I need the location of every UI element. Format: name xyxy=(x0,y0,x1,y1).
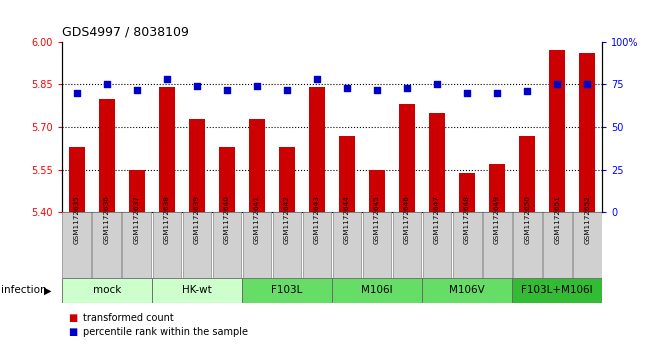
Text: GSM1172643: GSM1172643 xyxy=(314,195,320,244)
Bar xyxy=(573,212,602,278)
Text: GSM1172636: GSM1172636 xyxy=(104,195,110,244)
Bar xyxy=(452,212,482,278)
Point xyxy=(432,81,442,87)
Bar xyxy=(489,164,505,363)
Bar xyxy=(368,170,385,363)
Text: GSM1172647: GSM1172647 xyxy=(434,195,440,244)
Text: GSM1172650: GSM1172650 xyxy=(524,195,530,244)
Point xyxy=(462,90,473,96)
Text: GDS4997 / 8038109: GDS4997 / 8038109 xyxy=(62,25,189,38)
Text: M106I: M106I xyxy=(361,285,393,295)
Point xyxy=(402,85,412,91)
Bar xyxy=(422,278,512,303)
Bar xyxy=(543,212,572,278)
Text: GSM1172651: GSM1172651 xyxy=(554,195,560,244)
Point xyxy=(222,87,232,93)
Bar xyxy=(243,212,271,278)
Bar xyxy=(549,50,566,363)
Bar xyxy=(339,135,355,363)
Bar xyxy=(62,278,152,303)
Bar xyxy=(242,278,332,303)
Text: GSM1172637: GSM1172637 xyxy=(134,195,140,244)
Point xyxy=(102,81,112,87)
Bar xyxy=(482,212,512,278)
Text: GSM1172648: GSM1172648 xyxy=(464,195,470,244)
Text: GSM1172639: GSM1172639 xyxy=(194,195,200,244)
Point xyxy=(252,83,262,89)
Bar xyxy=(68,147,85,363)
Point xyxy=(342,85,352,91)
Text: ▶: ▶ xyxy=(44,285,52,295)
Text: percentile rank within the sample: percentile rank within the sample xyxy=(83,327,247,337)
Bar xyxy=(279,147,296,363)
Text: GSM1172640: GSM1172640 xyxy=(224,195,230,244)
Text: ■: ■ xyxy=(68,313,77,323)
Text: mock: mock xyxy=(92,285,121,295)
Bar xyxy=(273,212,301,278)
Point xyxy=(552,81,562,87)
Bar xyxy=(189,118,205,363)
Point xyxy=(492,90,503,96)
Bar xyxy=(129,170,145,363)
Point xyxy=(582,81,592,87)
Bar xyxy=(512,278,602,303)
Text: GSM1172649: GSM1172649 xyxy=(494,195,500,244)
Bar xyxy=(519,135,535,363)
Text: GSM1172642: GSM1172642 xyxy=(284,195,290,244)
Point xyxy=(372,87,382,93)
Bar xyxy=(513,212,542,278)
Point xyxy=(132,87,142,93)
Point xyxy=(191,83,202,89)
Bar xyxy=(363,212,391,278)
Bar xyxy=(332,278,422,303)
Text: GSM1172644: GSM1172644 xyxy=(344,195,350,244)
Bar xyxy=(98,99,115,363)
Text: ■: ■ xyxy=(68,327,77,337)
Bar xyxy=(393,212,421,278)
Bar xyxy=(309,87,326,363)
Bar xyxy=(159,87,175,363)
Bar xyxy=(249,118,265,363)
Bar xyxy=(219,147,235,363)
Text: F103L: F103L xyxy=(271,285,303,295)
Bar xyxy=(303,212,331,278)
Text: infection: infection xyxy=(1,285,47,295)
Point xyxy=(161,76,172,82)
Bar xyxy=(459,172,475,363)
Point xyxy=(522,88,533,94)
Bar xyxy=(152,212,182,278)
Bar xyxy=(579,53,596,363)
Point xyxy=(72,90,82,96)
Text: F103L+M106I: F103L+M106I xyxy=(521,285,593,295)
Bar xyxy=(152,278,242,303)
Bar xyxy=(212,212,242,278)
Bar xyxy=(182,212,212,278)
Bar xyxy=(333,212,361,278)
Bar xyxy=(122,212,151,278)
Bar xyxy=(399,104,415,363)
Text: GSM1172638: GSM1172638 xyxy=(164,195,170,244)
Text: transformed count: transformed count xyxy=(83,313,173,323)
Bar xyxy=(62,212,91,278)
Text: GSM1172646: GSM1172646 xyxy=(404,195,410,244)
Bar xyxy=(92,212,121,278)
Point xyxy=(312,76,322,82)
Point xyxy=(282,87,292,93)
Text: GSM1172645: GSM1172645 xyxy=(374,195,380,244)
Text: GSM1172652: GSM1172652 xyxy=(584,195,590,244)
Bar xyxy=(422,212,452,278)
Text: GSM1172641: GSM1172641 xyxy=(254,195,260,244)
Text: M106V: M106V xyxy=(449,285,485,295)
Text: HK-wt: HK-wt xyxy=(182,285,212,295)
Text: GSM1172635: GSM1172635 xyxy=(74,195,80,244)
Bar xyxy=(429,113,445,363)
